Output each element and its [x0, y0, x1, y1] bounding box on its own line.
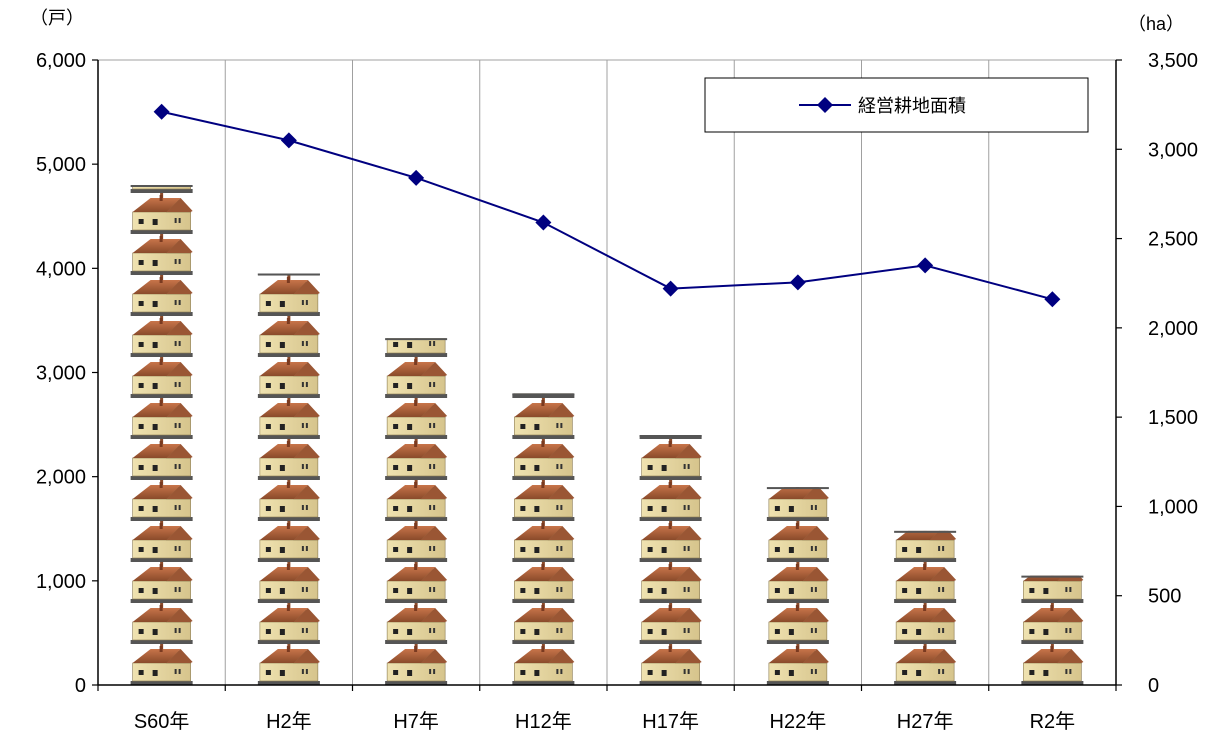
left-tick-label: 0 [75, 675, 86, 697]
x-category-label: H27年 [897, 710, 954, 733]
line-point-diamond [662, 280, 679, 297]
legend-marker-diamond [817, 97, 833, 113]
bar-house-stack [1020, 575, 1084, 685]
left-tick-label: 1,000 [36, 571, 86, 593]
legend: 経営耕地面積 [704, 77, 1089, 133]
x-category-label: S60年 [134, 710, 190, 733]
bar-top [766, 487, 829, 490]
line-point-diamond [535, 214, 552, 231]
bar-top [639, 435, 702, 437]
axes-layer: 0 1,000 2,000 3,000 4,000 5,000 6,000 0 500 1,000… [36, 50, 1198, 733]
x-category-label: H22年 [770, 710, 827, 733]
line-point-diamond [789, 274, 806, 291]
right-tick-label: 3,500 [1148, 50, 1198, 72]
line-series-path [161, 110, 1053, 301]
bar-house-stack [639, 435, 703, 685]
right-tick-label: 1,000 [1148, 496, 1198, 518]
right-tick-label: 2,000 [1148, 318, 1198, 340]
bar-house-stack [766, 487, 830, 686]
line-point-diamond [917, 257, 934, 274]
bar-house-stack [893, 530, 957, 685]
left-tick-label: 3,000 [36, 363, 86, 385]
x-category-label: H7年 [393, 710, 439, 733]
bars-layer [130, 185, 1084, 686]
bar-house-stack [257, 273, 321, 685]
right-tick-label: 1,500 [1148, 407, 1198, 429]
bar-house-stack [511, 393, 575, 685]
right-tick-label: 500 [1148, 586, 1181, 608]
bar-top [385, 338, 448, 341]
left-tick-label: 6,000 [36, 50, 86, 72]
right-axis-unit: （ha） [1128, 14, 1184, 34]
right-tick-label: 2,500 [1148, 229, 1198, 251]
left-tick-label: 2,000 [36, 467, 86, 489]
x-category-label: H12年 [515, 710, 572, 733]
legend-label: 経営耕地面積 [858, 96, 966, 116]
grid-layer [98, 59, 1116, 685]
left-axis-unit: （戸） [30, 8, 84, 28]
line-layer [153, 103, 1061, 308]
line-point-diamond [153, 103, 170, 120]
bar-top [1021, 575, 1084, 578]
bar-top [512, 393, 575, 396]
bar-top [130, 185, 193, 187]
bar-house-stack [130, 185, 194, 685]
right-tick-label: 0 [1148, 675, 1159, 697]
bar-top [257, 273, 320, 276]
line-point-diamond [1044, 291, 1061, 308]
bar-top [894, 530, 957, 533]
line-point-diamond [280, 132, 297, 149]
right-tick-label: 3,000 [1148, 139, 1198, 161]
left-tick-label: 4,000 [36, 258, 86, 280]
x-category-label: R2年 [1030, 710, 1076, 733]
line-point-diamond [408, 169, 425, 186]
x-category-label: H2年 [266, 710, 312, 733]
left-tick-label: 5,000 [36, 154, 86, 176]
x-category-label: H17年 [642, 710, 699, 733]
bar-house-stack [384, 338, 448, 685]
